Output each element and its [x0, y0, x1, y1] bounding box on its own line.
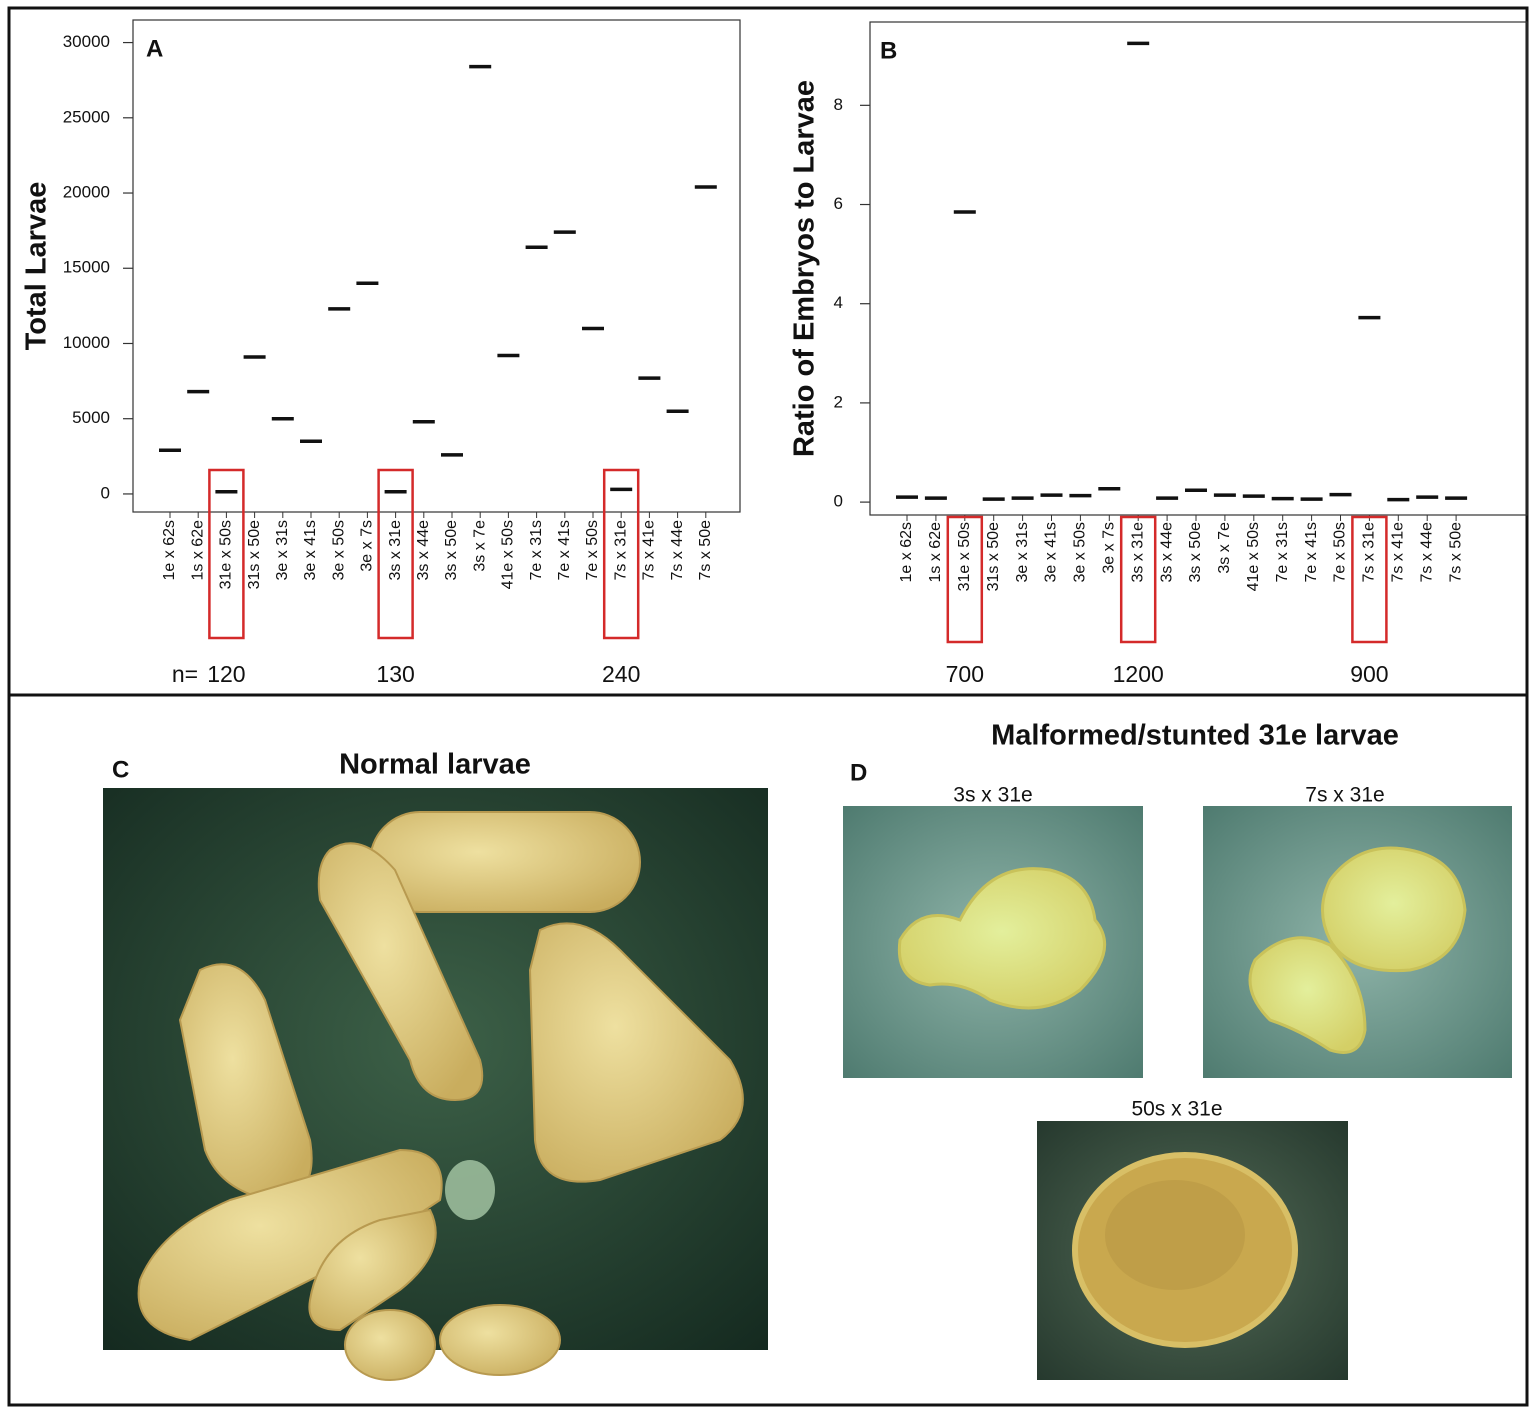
- sample-size: 900: [1350, 661, 1388, 687]
- photo-title: Malformed/stunted 31e larvae: [991, 720, 1399, 752]
- highlight-box: [208, 468, 245, 640]
- x-tick-label: 3s x 31e: [387, 520, 404, 581]
- sample-size: 130: [376, 661, 414, 687]
- y-tick-label: 20000: [63, 183, 110, 202]
- panel-label: A: [146, 35, 163, 62]
- x-tick-label: 3s x 50e: [1187, 522, 1204, 583]
- x-tick-label: 1e x 62s: [161, 520, 178, 580]
- x-tick-label: 1e x 62s: [898, 522, 915, 582]
- x-tick-label: 7s x 44e: [1418, 522, 1435, 583]
- x-tick-label: 7e x 31s: [1274, 522, 1291, 582]
- x-tick-label: 7s x 41e: [641, 520, 658, 581]
- y-tick-label: 15000: [63, 258, 110, 277]
- photo-normal-larvae: [103, 788, 768, 1381]
- x-tick-label: 3e x 7s: [359, 520, 376, 572]
- panel-label: C: [112, 756, 129, 783]
- x-tick-label: 3e x 41s: [1043, 522, 1060, 582]
- sample-size-label: n=: [172, 661, 198, 687]
- y-tick-label: 5000: [72, 408, 110, 427]
- highlight-box: [1351, 515, 1388, 644]
- x-tick-label: 7e x 50s: [1332, 522, 1349, 582]
- x-tick-label: 3s x 44e: [415, 520, 432, 581]
- x-tick-label: 7s x 50e: [1447, 522, 1464, 583]
- x-tick-label: 7s x 41e: [1390, 522, 1407, 583]
- highlight-box: [946, 515, 984, 644]
- x-tick-label: 7s x 31e: [612, 520, 629, 581]
- y-axis-label: Ratio of Embryos to Larvae: [789, 80, 821, 457]
- x-tick-label: 3e x 41s: [302, 520, 319, 580]
- highlight-box: [377, 468, 414, 640]
- x-tick-label: 1s x 62e: [189, 520, 206, 581]
- x-tick-label: 3e x 31s: [274, 520, 291, 580]
- x-tick-label: 3s x 7e: [471, 520, 488, 572]
- photo-7s-31e: [1203, 806, 1512, 1078]
- photo-caption: 50s x 31e: [1131, 1098, 1222, 1121]
- photo-caption: 7s x 31e: [1305, 784, 1384, 807]
- chart: B Ratio of Embryos to Larvae 0 2 4 6 8 1e x 62s…: [789, 21, 1528, 687]
- x-tick-label: 31e x 50s: [956, 522, 973, 591]
- highlight-box: [602, 468, 640, 640]
- y-tick-label: 25000: [63, 107, 110, 126]
- y-tick-label: 0: [834, 492, 843, 511]
- chart: A Total Larvae 0 5000 10000 15000 20000 25000 30…: [21, 19, 741, 687]
- x-tick-label: 31s x 50e: [985, 522, 1002, 591]
- frame: [7, 6, 1529, 1407]
- y-tick-label: 2: [834, 392, 843, 411]
- y-tick-label: 4: [834, 293, 843, 312]
- x-tick-label: 3e x 7s: [1101, 522, 1118, 574]
- highlight-box: [1119, 515, 1157, 644]
- y-tick-label: 0: [101, 483, 110, 502]
- x-tick-label: 3e x 50s: [1072, 522, 1089, 582]
- x-tick-label: 41e x 50s: [1245, 522, 1262, 591]
- panel-label: D: [850, 759, 867, 786]
- photo-caption: 3s x 31e: [953, 784, 1032, 807]
- x-tick-label: 3s x 7e: [1216, 522, 1233, 574]
- y-axis-label: Total Larvae: [21, 182, 53, 351]
- y-tick-label: 10000: [63, 333, 110, 352]
- x-tick-label: 7e x 41s: [1303, 522, 1320, 582]
- y-tick-label: 30000: [63, 32, 110, 51]
- x-tick-label: 7e x 31s: [528, 520, 545, 580]
- x-tick-label: 3e x 50s: [330, 520, 347, 580]
- panel-label: B: [880, 37, 897, 64]
- x-tick-label: 1s x 62e: [927, 522, 944, 583]
- x-tick-label: 7e x 50s: [584, 520, 601, 580]
- x-tick-label: 7s x 31e: [1361, 522, 1378, 583]
- x-tick-label: 31e x 50s: [218, 520, 235, 589]
- x-tick-label: 41e x 50s: [500, 520, 517, 589]
- sample-size: 700: [946, 661, 984, 687]
- x-tick-label: 7e x 41s: [556, 520, 573, 580]
- x-tick-label: 3s x 50e: [443, 520, 460, 581]
- x-tick-label: 3e x 31s: [1014, 522, 1031, 582]
- y-tick-label: 8: [834, 95, 843, 114]
- photo-title: Normal larvae: [339, 749, 531, 781]
- y-tick-label: 6: [834, 194, 843, 213]
- x-tick-label: 31s x 50e: [246, 520, 263, 589]
- x-tick-label: 7s x 50e: [697, 520, 714, 581]
- x-tick-label: 3s x 31e: [1129, 522, 1146, 583]
- sample-size: 120: [207, 661, 245, 687]
- photo-50s-31e: [1037, 1121, 1348, 1380]
- sample-size: 1200: [1113, 661, 1164, 687]
- x-tick-label: 7s x 44e: [669, 520, 686, 581]
- plot-frame: [869, 21, 1528, 516]
- plot-frame: [132, 19, 741, 513]
- sample-size: 240: [602, 661, 640, 687]
- photo-3s-31e: [843, 806, 1143, 1078]
- x-tick-label: 3s x 44e: [1158, 522, 1175, 583]
